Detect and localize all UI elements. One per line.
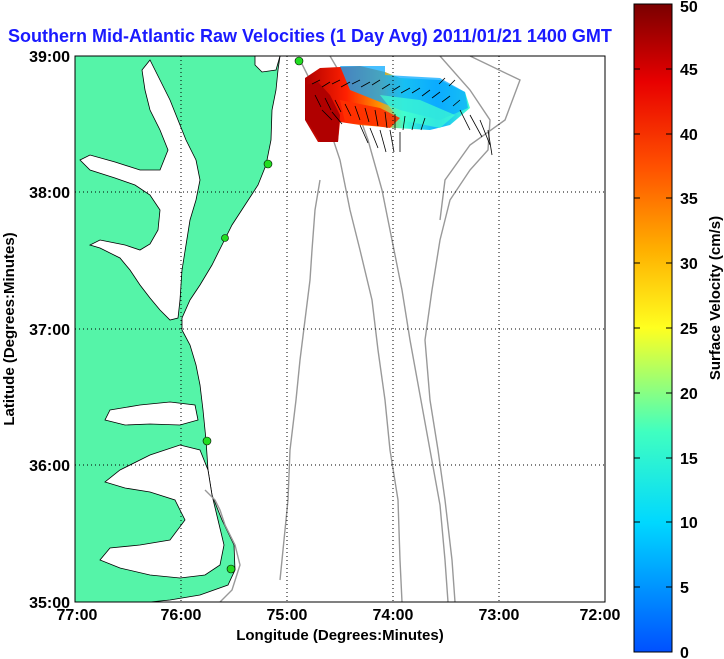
colorbar: 0 5 10 15 20 25 30 35 40 45 50 Surface V…	[633, 0, 724, 659]
station-marker	[294, 56, 304, 66]
plot-area	[75, 56, 605, 602]
y-tick-label: 38:00	[29, 185, 70, 202]
x-tick-label: 74:00	[373, 607, 414, 624]
colorbar-tick-label: 0	[680, 645, 689, 659]
x-tick-label: 75:00	[267, 607, 308, 624]
colorbar-tick-label: 15	[680, 451, 698, 468]
plot-frame	[74, 55, 606, 603]
x-axis-label: Longitude (Degrees:Minutes)	[236, 627, 444, 644]
colorbar-ticks	[634, 68, 672, 653]
colorbar-tick-label: 30	[680, 256, 698, 273]
station-marker	[226, 564, 236, 574]
y-tick-label: 37:00	[29, 322, 70, 339]
y-tick-label: 39:00	[29, 49, 70, 66]
y-tick-label: 35:00	[29, 595, 70, 612]
colorbar-tick-label: 35	[680, 191, 698, 208]
albemarle-sound	[104, 401, 199, 426]
colorbar-label: Surface Velocity (cm/s)	[707, 216, 724, 380]
grid-lines	[75, 56, 605, 602]
bathymetry-contours	[204, 56, 521, 602]
map-title: Southern Mid-Atlantic Raw Velocities (1 …	[8, 26, 612, 46]
velocity-vectors	[311, 77, 493, 156]
x-tick-labels: 77:00 76:00 75:00 74:00 73:00 72:00	[57, 607, 621, 624]
colorbar-tick-labels: 0 5 10 15 20 25 30 35 40 45 50	[680, 0, 698, 659]
x-tick-label: 72:00	[580, 607, 621, 624]
colorbar-tick-label: 25	[680, 321, 698, 338]
velocity-field	[305, 66, 470, 142]
x-tick-label: 77:00	[57, 607, 98, 624]
colorbar-tick-label: 40	[680, 127, 698, 144]
colorbar-tick-label: 45	[680, 62, 698, 79]
chesapeake-bay	[79, 59, 201, 321]
x-tick-label: 76:00	[161, 607, 202, 624]
radar-stations	[202, 56, 304, 574]
colorbar-tick-label: 50	[680, 0, 698, 16]
colorbar-gradient	[633, 3, 673, 653]
station-marker	[202, 436, 212, 446]
station-marker	[221, 234, 229, 242]
pamlico-sound	[99, 444, 225, 579]
land-mass	[75, 56, 281, 602]
colorbar-tick-label: 5	[680, 580, 689, 597]
y-tick-label: 36:00	[29, 458, 70, 475]
colorbar-tick-label: 20	[680, 386, 698, 403]
y-tick-labels: 39:00 38:00 37:00 36:00 35:00	[29, 49, 70, 612]
delaware-bay	[254, 56, 281, 73]
station-marker	[263, 159, 273, 169]
colorbar-tick-label: 10	[680, 515, 698, 532]
y-axis-label: Latitude (Degrees:Minutes)	[1, 232, 18, 425]
x-tick-label: 73:00	[479, 607, 520, 624]
